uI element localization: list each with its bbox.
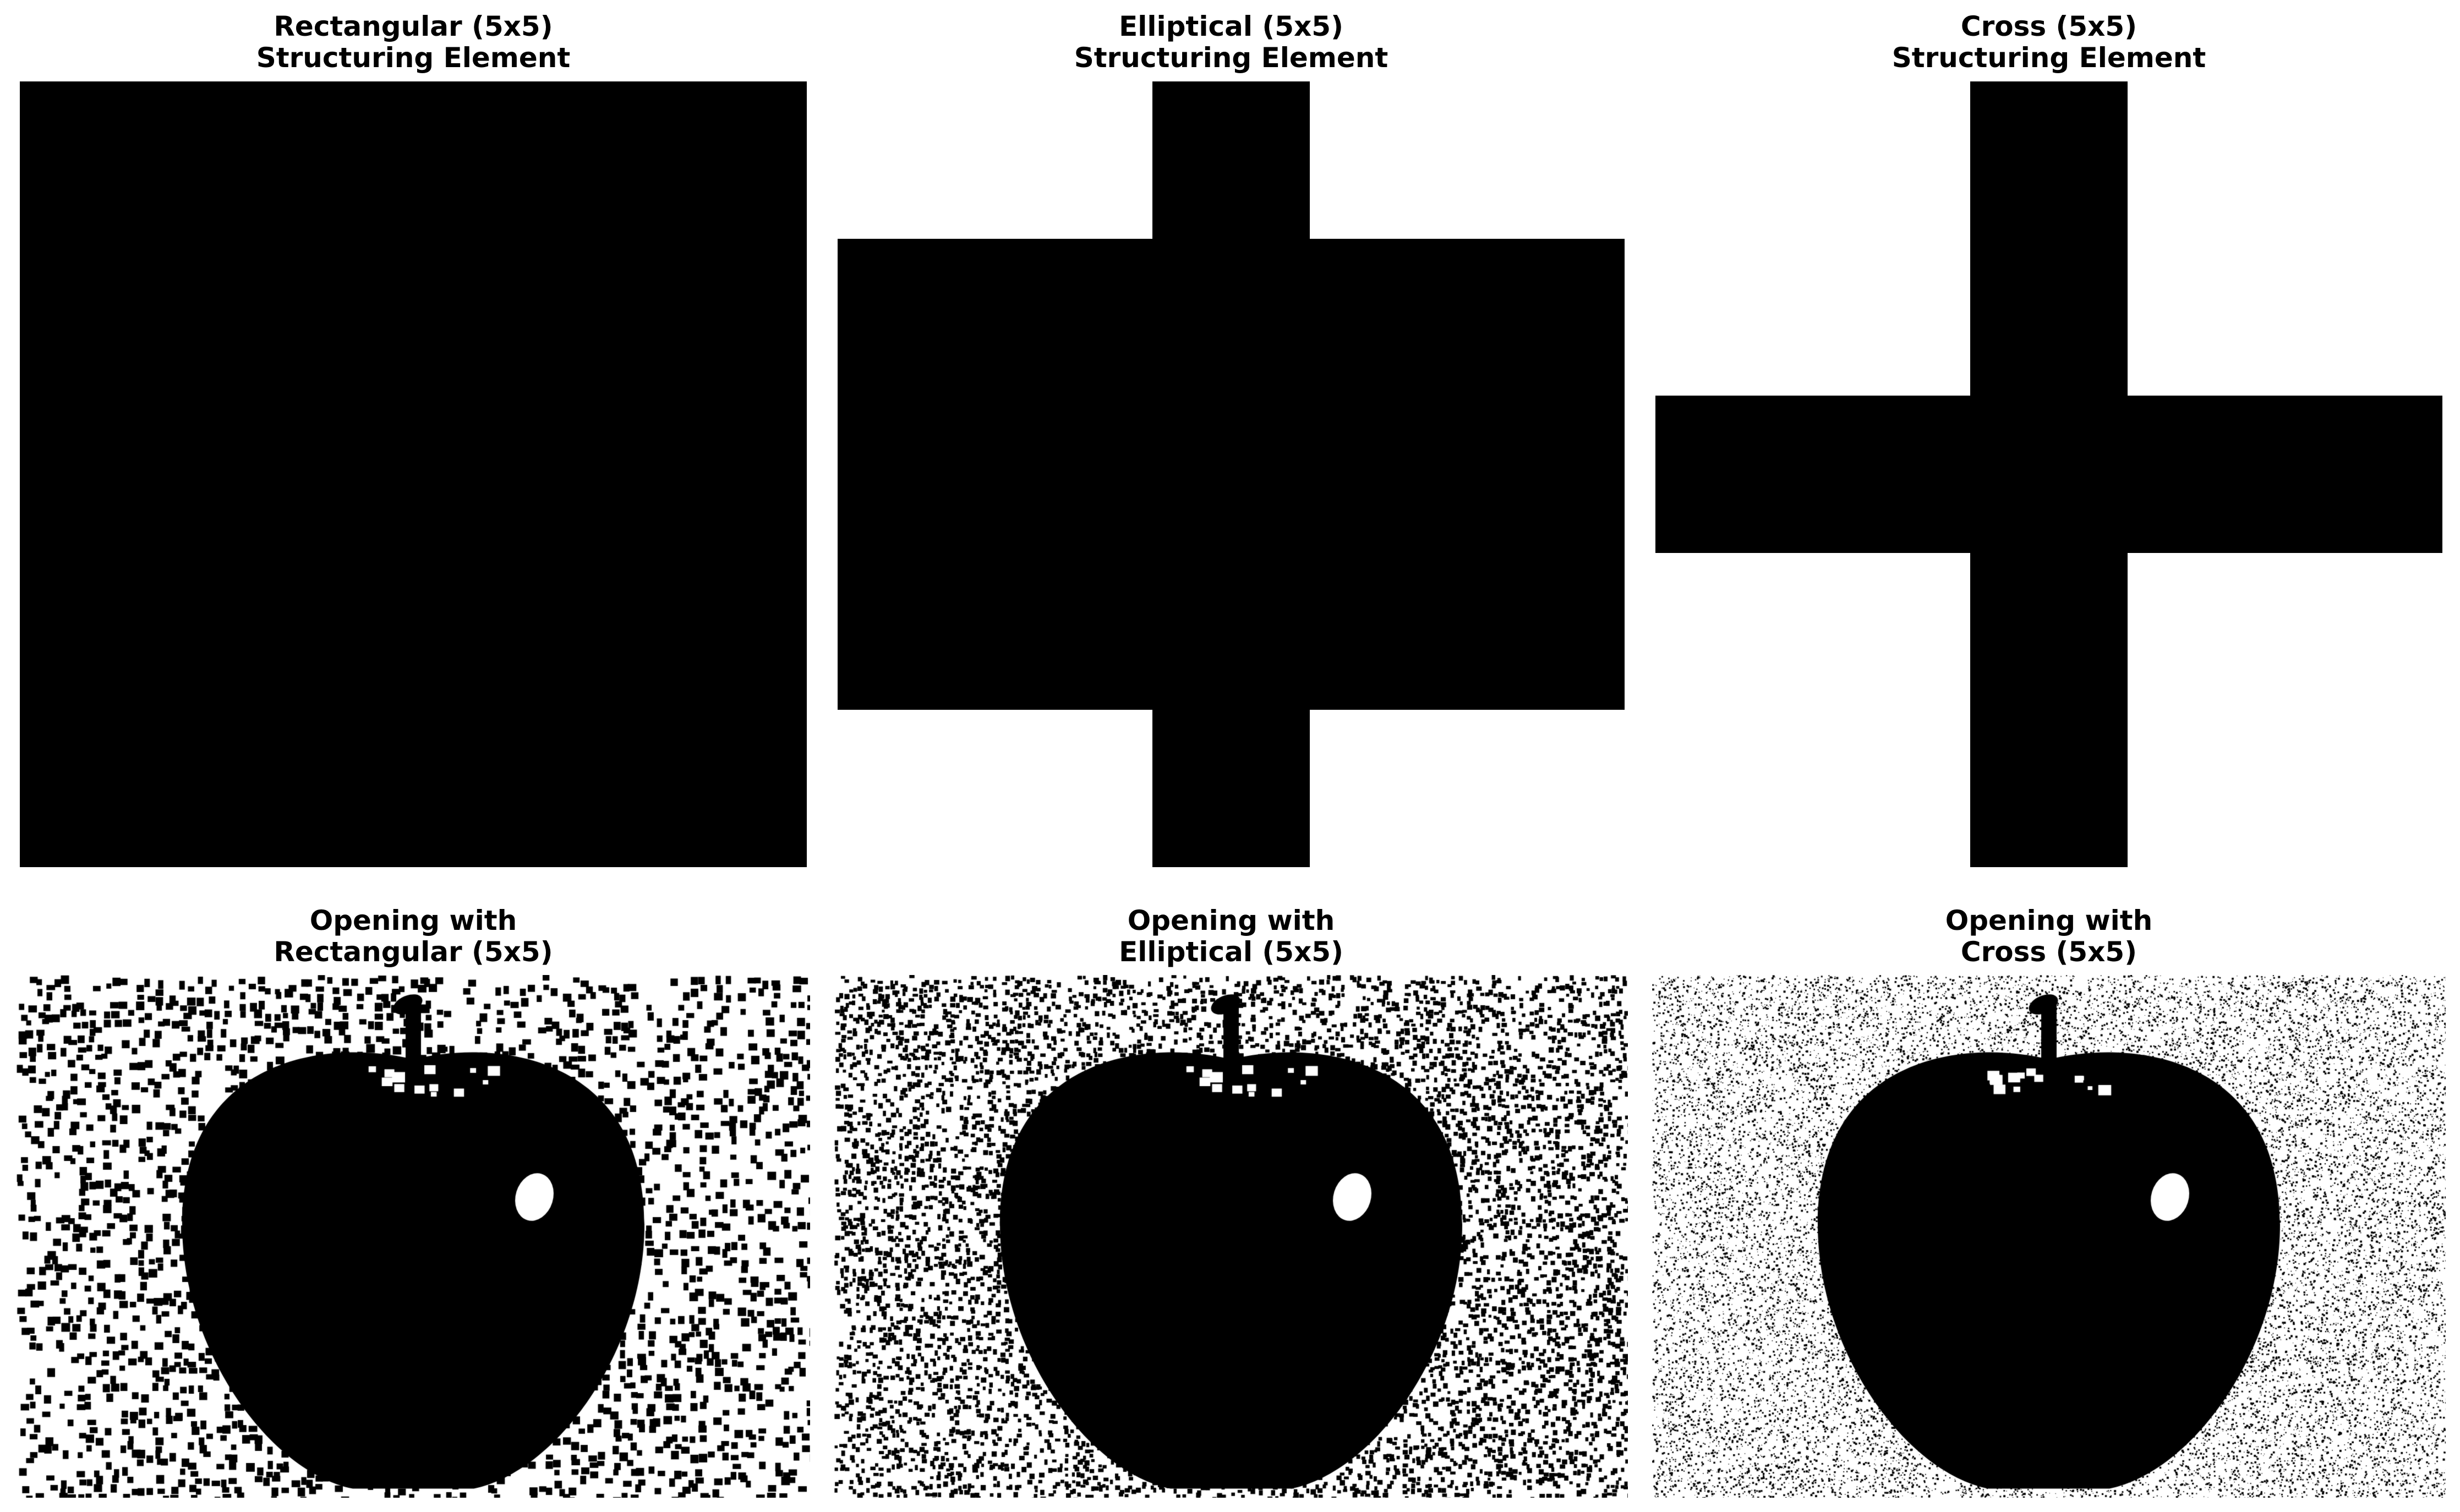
kernel-cell — [995, 238, 1152, 396]
kernel-cell — [1152, 238, 1310, 396]
kernel-cell — [1970, 710, 2128, 867]
kernel-cell — [177, 396, 335, 553]
panel-title-opening-rectangular: Opening with Rectangular (5x5) — [17, 905, 810, 968]
kernel-cell — [1467, 710, 1625, 867]
kernel-cell — [335, 238, 492, 396]
kernel-cell — [2285, 81, 2442, 239]
title-line-2: Structuring Element — [1074, 42, 1388, 74]
title-line-1: Rectangular (5x5) — [274, 10, 553, 42]
kernel-cell — [177, 81, 335, 239]
kernel-cell — [1152, 81, 1310, 239]
kernel-cell — [649, 81, 807, 239]
kernel-cell — [177, 552, 335, 710]
kernel-cell — [2285, 396, 2442, 553]
kernel-cell — [1813, 710, 1970, 867]
kernel-cell — [1813, 396, 1970, 553]
kernel-cell — [995, 710, 1152, 867]
kernel-cell — [1310, 396, 1467, 553]
title-line-2: Structuring Element — [256, 42, 571, 74]
kernel-cell — [177, 238, 335, 396]
kernel-cell — [492, 238, 649, 396]
kernel-cell — [1655, 396, 1813, 553]
kernel-cell — [492, 81, 649, 239]
kernel-cell — [649, 710, 807, 867]
title-line-2: Elliptical (5x5) — [1119, 936, 1343, 968]
kernel-cell — [2285, 552, 2442, 710]
kernel-cell — [838, 238, 995, 396]
kernel-cell — [1152, 552, 1310, 710]
title-line-2: Rectangular (5x5) — [274, 936, 553, 968]
kernel-cell — [20, 396, 177, 553]
title-line-1: Opening with — [1945, 905, 2153, 936]
kernel-cell — [2128, 552, 2285, 710]
kernel-cell — [1970, 238, 2128, 396]
kernel-cell — [995, 396, 1152, 553]
kernel-cell — [2285, 710, 2442, 867]
opening-cross-result-image — [1652, 975, 2446, 1498]
kernel-cell — [1152, 710, 1310, 867]
kernel-cell — [1467, 552, 1625, 710]
title-line-1: Cross (5x5) — [1960, 10, 2138, 42]
kernel-cell — [20, 81, 177, 239]
kernel-cell — [2128, 81, 2285, 239]
kernel-cell — [1310, 238, 1467, 396]
kernel-cell — [1970, 81, 2128, 239]
kernel-cell — [1310, 81, 1467, 239]
kernel-cell — [492, 396, 649, 553]
kernel-cell — [838, 396, 995, 553]
kernel-cell — [335, 81, 492, 239]
kernel-cell — [1970, 552, 2128, 710]
kernel-cell — [1655, 238, 1813, 396]
opening-rectangular-result-image — [17, 975, 810, 1498]
kernel-cell — [649, 238, 807, 396]
kernel-cell — [1813, 552, 1970, 710]
panel-title-opening-cross: Opening with Cross (5x5) — [1652, 905, 2446, 968]
kernel-cell — [20, 710, 177, 867]
kernel-cell — [492, 552, 649, 710]
kernel-cell — [838, 552, 995, 710]
kernel-cell — [2128, 710, 2285, 867]
kernel-cell — [1655, 552, 1813, 710]
kernel-cell — [1813, 81, 1970, 239]
kernel-cell — [1467, 396, 1625, 553]
kernel-cell — [1813, 238, 1970, 396]
kernel-cell — [995, 81, 1152, 239]
kernel-cell — [838, 81, 995, 239]
title-line-1: Opening with — [1127, 905, 1335, 936]
rectangular-structuring-element — [20, 81, 807, 867]
kernel-cell — [2128, 396, 2285, 553]
opening-elliptical-result-image — [834, 975, 1628, 1498]
kernel-cell — [1467, 238, 1625, 396]
kernel-cell — [20, 552, 177, 710]
elliptical-structuring-element — [838, 81, 1625, 867]
kernel-cell — [2128, 238, 2285, 396]
panel-title-rectangular-se: Rectangular (5x5) Structuring Element — [20, 11, 807, 74]
kernel-cell — [492, 710, 649, 867]
title-line-2: Cross (5x5) — [1960, 936, 2138, 968]
panel-title-cross-se: Cross (5x5) Structuring Element — [1655, 11, 2442, 74]
kernel-cell — [2285, 238, 2442, 396]
kernel-cell — [1970, 396, 2128, 553]
kernel-cell — [1655, 81, 1813, 239]
title-line-1: Opening with — [309, 905, 517, 936]
kernel-cell — [335, 396, 492, 553]
kernel-cell — [1655, 710, 1813, 867]
title-line-1: Elliptical (5x5) — [1119, 10, 1343, 42]
title-line-2: Structuring Element — [1892, 42, 2206, 74]
kernel-cell — [1310, 552, 1467, 710]
kernel-cell — [335, 552, 492, 710]
kernel-cell — [649, 396, 807, 553]
panel-title-elliptical-se: Elliptical (5x5) Structuring Element — [838, 11, 1625, 74]
kernel-cell — [649, 552, 807, 710]
kernel-cell — [1310, 710, 1467, 867]
kernel-cell — [20, 238, 177, 396]
kernel-cell — [1467, 81, 1625, 239]
kernel-cell — [177, 710, 335, 867]
cross-structuring-element — [1655, 81, 2442, 867]
kernel-cell — [838, 710, 995, 867]
kernel-cell — [335, 710, 492, 867]
panel-title-opening-elliptical: Opening with Elliptical (5x5) — [834, 905, 1628, 968]
kernel-cell — [995, 552, 1152, 710]
kernel-cell — [1152, 396, 1310, 553]
